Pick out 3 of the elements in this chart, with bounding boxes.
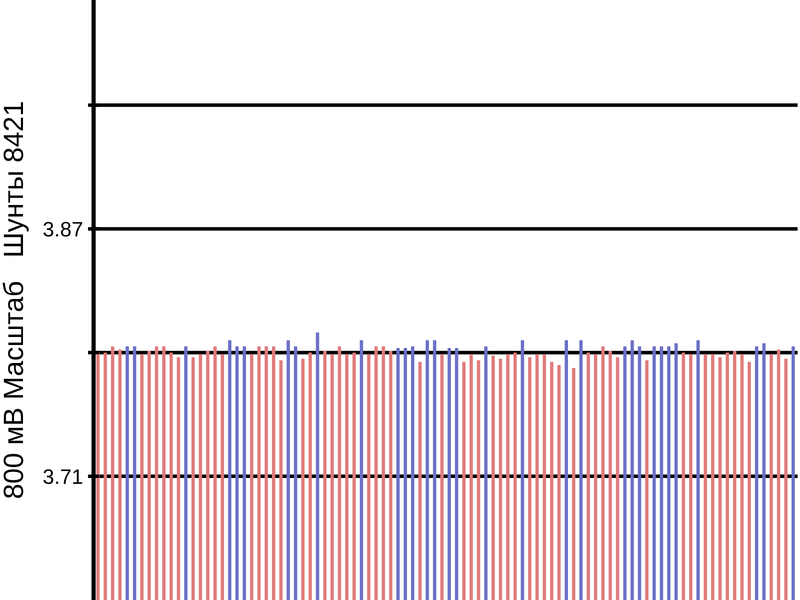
y-tick-label: 3.87 [43,222,82,237]
y-tick-label: 3.71 [43,469,82,484]
y-axis-title: 800 мВ Масштаб Шунты 8421 [2,102,29,498]
